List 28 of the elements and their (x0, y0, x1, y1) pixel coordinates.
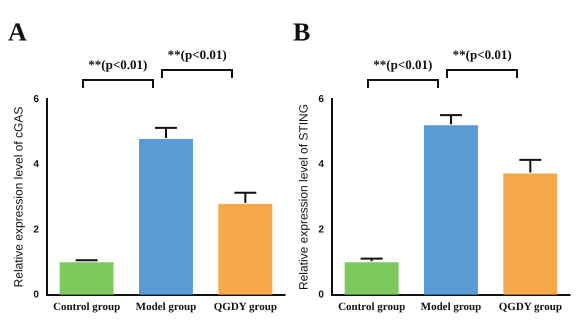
x-tick-label: QGDY group (214, 301, 277, 314)
x-tick-label: Model group (136, 301, 196, 314)
y-tick-label: 6 (33, 94, 40, 105)
bar (218, 204, 272, 295)
bar (424, 125, 478, 295)
y-tick-label: 0 (318, 290, 324, 301)
y-axis-title: Relative expression level of cGAS (12, 106, 26, 288)
y-tick-label: 4 (318, 159, 324, 170)
text: **(p<0.01) (166, 47, 228, 64)
x-tick-label: Control group (53, 301, 120, 314)
text: **(p<0.01) (87, 57, 148, 74)
bar (60, 262, 114, 295)
text: **(p<0.01) (372, 57, 434, 74)
chart-title: B (293, 17, 310, 46)
bar (344, 262, 399, 295)
chart-title: A (8, 17, 27, 46)
y-tick-label: 2 (33, 224, 40, 236)
y-tick-label: 2 (318, 224, 324, 236)
text: **(p<0.01) (452, 47, 513, 64)
x-tick-label: Model group (420, 301, 482, 314)
bar (139, 138, 193, 295)
bar (503, 174, 558, 295)
y-axis-title: Relative expression level of STING (296, 104, 311, 290)
x-tick-label: QGDY group (498, 301, 562, 314)
y-tick-label: 0 (33, 290, 40, 301)
x-tick-label: Control group (338, 301, 406, 314)
y-tick-label: 6 (318, 94, 324, 105)
y-tick-label: 4 (33, 159, 40, 170)
